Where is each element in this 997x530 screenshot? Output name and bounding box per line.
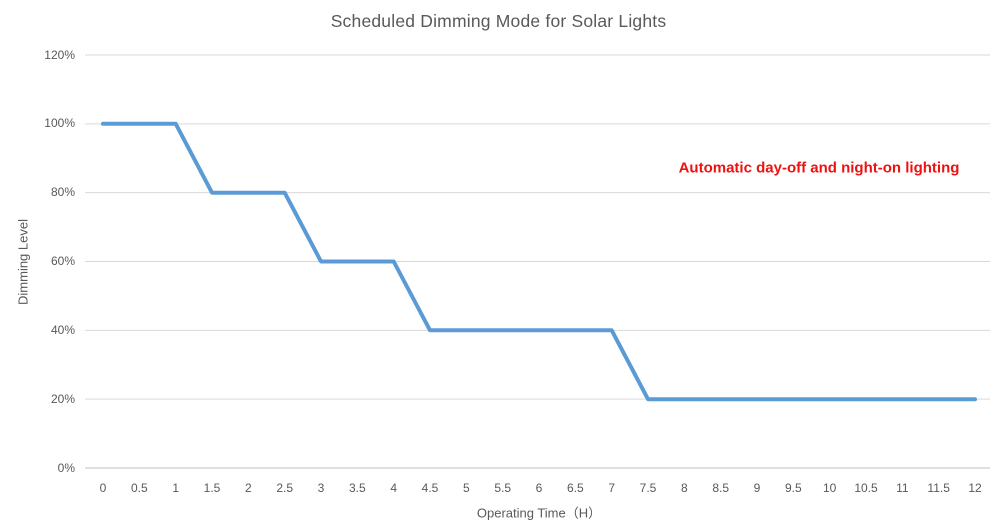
y-tick-label: 120% (44, 47, 75, 62)
y-tick-label: 20% (50, 391, 75, 406)
x-tick-label: 7.5 (639, 481, 657, 495)
x-tick-label: 8 (680, 481, 688, 495)
dimming-level-line (101, 121, 977, 402)
y-tick-label: 40% (50, 322, 75, 337)
x-tick-label: 4.5 (421, 481, 439, 495)
x-tick-label: 9.5 (784, 481, 802, 495)
y-tick-label: 60% (50, 254, 75, 268)
x-tick-label: 2 (244, 481, 252, 495)
x-tick-label: 8.5 (712, 481, 729, 495)
annotation-text: Automatic day-off and night-on lighting (678, 159, 960, 177)
x-tick-label: 0 (99, 481, 107, 495)
y-tick-label: 80% (50, 185, 75, 200)
x-tick-label: 1 (172, 481, 179, 495)
y-tick-label: 0% (57, 460, 75, 475)
x-tick-label: 7 (608, 481, 615, 495)
x-tick-label: 4 (390, 481, 397, 495)
chart-title: Scheduled Dimming Mode for Solar Lights (330, 11, 667, 31)
x-tick-label: 10.5 (854, 481, 878, 495)
x-tick-label: 0.5 (130, 481, 148, 495)
x-tick-label: 10 (822, 481, 837, 495)
x-tick-label: 2.5 (276, 481, 293, 495)
x-tick-label: 3.5 (348, 481, 366, 495)
x-tick-label: 12 (968, 481, 982, 495)
x-axis-title: Operating Time（H） (476, 505, 602, 521)
x-tick-label: 5.5 (494, 481, 511, 495)
x-tick-label: 6 (535, 481, 543, 495)
x-tick-label: 3 (317, 481, 325, 495)
x-tick-label: 5 (462, 481, 470, 495)
x-tick-label: 11.5 (927, 481, 950, 495)
x-tick-label: 1.5 (203, 481, 221, 495)
x-tick-label: 11 (896, 481, 909, 495)
y-tick-label: 100% (44, 116, 75, 131)
x-tick-label: 6.5 (566, 481, 584, 495)
x-tick-label: 9 (753, 481, 761, 495)
